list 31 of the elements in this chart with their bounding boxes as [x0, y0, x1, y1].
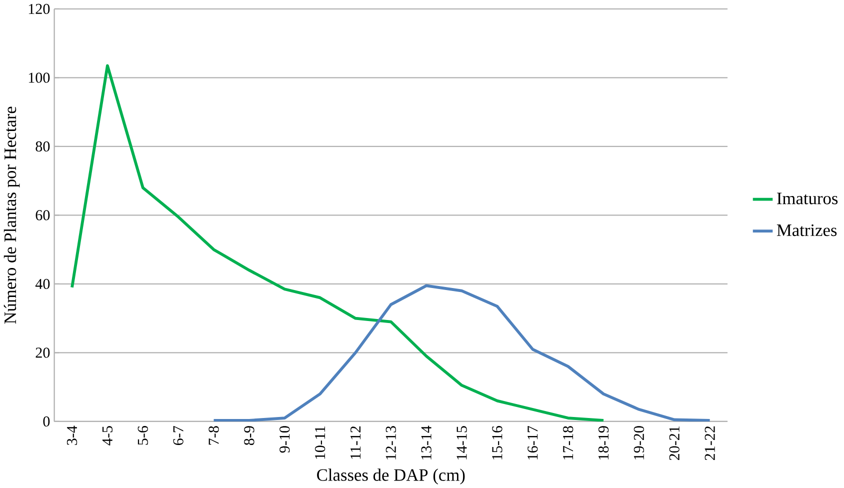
x-tick-label: 8-9 [244, 426, 254, 445]
y-tick-label: 80 [36, 141, 50, 152]
x-tick-label: 13-14 [421, 426, 432, 460]
x-tick-label: 12-13 [386, 426, 396, 460]
line-series [212, 284, 712, 422]
y-tick-label: 20 [36, 348, 50, 358]
x-tick-label: 10-11 [314, 426, 326, 459]
x-tick-label: 21-22 [704, 426, 715, 460]
x-axis-title: Classes de DAP (cm) [317, 468, 465, 484]
y-axis-title: Número de Plantas por Hectare [4, 106, 20, 324]
x-tick-label: 3-4 [66, 426, 78, 445]
x-tick-label: 5-6 [138, 426, 148, 445]
x-tick-label: 7-8 [208, 426, 219, 444]
x-tick-label: 15-16 [492, 426, 502, 460]
x-tick-label: 11-12 [350, 426, 360, 459]
legend-label: Matrizes [776, 224, 837, 236]
x-tick-label: 19-20 [634, 426, 644, 460]
x-tick-label: 18-19 [598, 426, 609, 460]
y-tick-label: 60 [36, 210, 50, 220]
x-tick-label: 16-17 [528, 426, 538, 460]
x-tick-label: 6-7 [173, 426, 184, 445]
y-tick-label: 100 [28, 72, 50, 83]
y-tick-label: 120 [28, 4, 50, 14]
x-tick-label: 9-10 [280, 426, 290, 453]
x-tick-label: 4-5 [102, 426, 112, 446]
y-tick-label: 0 [43, 416, 50, 426]
x-tick-label: 14-15 [456, 426, 467, 460]
y-tick-label: 40 [35, 278, 50, 289]
x-tick-label: 20-21 [669, 426, 680, 460]
x-tick-label: 17-18 [563, 426, 574, 460]
legend-label: Imaturos [777, 192, 838, 204]
